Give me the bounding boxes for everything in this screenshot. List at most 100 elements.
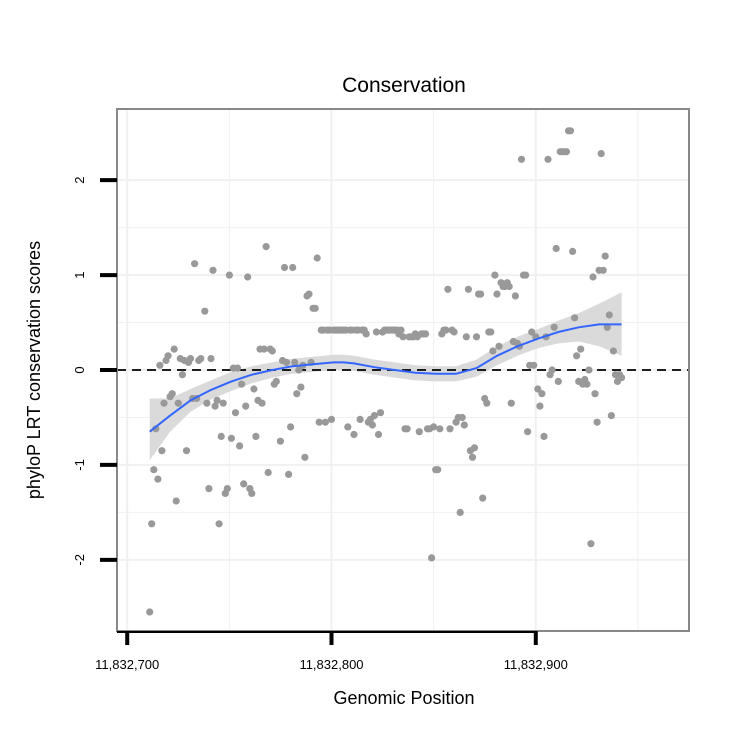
data-point <box>444 285 452 293</box>
data-point <box>231 409 240 417</box>
data-point <box>362 330 370 338</box>
data-point <box>524 428 532 436</box>
smooth-trend-line <box>149 323 622 433</box>
smooth-line-path <box>149 323 622 433</box>
data-point <box>301 453 309 461</box>
data-point <box>211 402 219 410</box>
data-point <box>152 425 160 433</box>
chart-title: Conservation <box>342 74 466 97</box>
data-point <box>203 399 211 407</box>
data-point <box>217 432 225 440</box>
data-point <box>493 290 501 298</box>
data-point <box>311 304 319 312</box>
data-point <box>399 333 407 341</box>
data-point <box>374 430 383 439</box>
data-point <box>569 247 577 255</box>
data-point <box>562 148 571 156</box>
data-point <box>240 480 248 488</box>
data-point <box>248 489 256 497</box>
data-point <box>593 418 601 426</box>
data-point <box>517 155 526 163</box>
data-point <box>571 314 579 322</box>
x-axis: 11,832,700 11,832,800 11,832,900 <box>95 631 568 672</box>
y-tick-label: -2 <box>72 554 87 566</box>
data-point <box>446 425 454 433</box>
data-point <box>236 442 244 450</box>
data-point <box>209 266 217 274</box>
data-point <box>468 453 477 461</box>
y-tick-label: 1 <box>72 271 87 278</box>
data-point <box>534 385 542 393</box>
data-point <box>154 475 162 483</box>
x-axis-title: Genomic Position <box>333 688 474 708</box>
data-point <box>233 364 242 372</box>
data-point <box>285 470 293 478</box>
data-point <box>477 290 485 298</box>
data-point <box>505 282 513 291</box>
data-point <box>495 342 503 350</box>
data-point <box>436 425 444 433</box>
data-point <box>566 127 575 135</box>
data-point <box>489 347 497 355</box>
data-point <box>603 323 611 331</box>
data-point <box>289 263 297 272</box>
data-point <box>178 371 186 379</box>
data-point <box>528 328 536 336</box>
data-point <box>460 421 468 429</box>
data-point <box>430 423 438 431</box>
data-point <box>287 423 295 431</box>
data-point <box>456 508 464 516</box>
data-point <box>464 285 472 293</box>
data-point <box>242 402 250 410</box>
data-point <box>280 263 289 272</box>
data-point <box>462 333 470 341</box>
data-point <box>207 355 215 363</box>
data-point <box>548 366 556 374</box>
x-tick-label: 11,832,900 <box>504 657 568 672</box>
data-point <box>258 399 266 407</box>
data-point <box>186 355 195 363</box>
data-point <box>260 345 268 353</box>
data-point <box>585 366 593 374</box>
data-point <box>219 399 227 407</box>
data-point <box>305 290 313 298</box>
data-point <box>511 292 519 300</box>
y-tick-label: 2 <box>72 177 87 184</box>
data-point <box>146 608 154 616</box>
data-point <box>150 466 158 474</box>
data-point <box>403 425 411 433</box>
data-point <box>470 444 479 452</box>
data-point <box>479 494 487 502</box>
data-point <box>158 447 166 455</box>
data-point <box>450 328 458 336</box>
data-point <box>376 409 385 417</box>
data-point <box>174 399 182 407</box>
data-point <box>538 390 546 398</box>
data-point <box>434 466 442 474</box>
data-point <box>272 377 280 385</box>
data-point <box>587 540 595 548</box>
data-point <box>225 271 233 279</box>
data-point <box>264 468 272 477</box>
data-point <box>550 323 558 331</box>
data-point <box>291 358 299 366</box>
data-point <box>238 380 246 388</box>
data-point <box>244 273 252 281</box>
data-point <box>215 520 223 528</box>
y-tick-label: -1 <box>72 459 87 471</box>
data-point <box>577 345 585 353</box>
data-point <box>297 383 305 391</box>
data-point <box>227 434 235 442</box>
data-point <box>205 485 213 493</box>
data-point <box>507 399 515 407</box>
data-point <box>421 330 430 338</box>
x-tick-label: 11,832,800 <box>299 657 363 672</box>
data-point <box>605 311 613 319</box>
confidence-band <box>149 292 622 461</box>
data-point <box>522 271 530 279</box>
data-point <box>372 328 380 336</box>
data-point <box>368 421 376 429</box>
data-point <box>223 485 231 493</box>
x-tick-label: 11,832,700 <box>95 657 159 672</box>
